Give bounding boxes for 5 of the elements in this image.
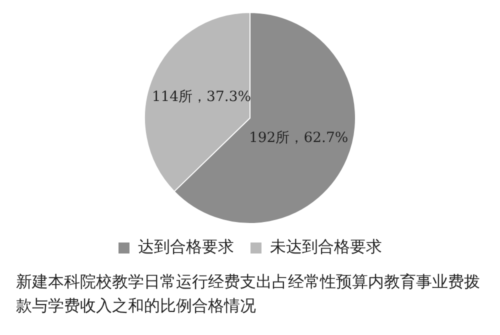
text: 新建本科院校教学日常运行经费支出占经常性预算内教育事业费拨款与学费收入之和的比例合格情况 xyxy=(15,271,481,317)
legend-label: 达到合格要求 xyxy=(138,237,234,256)
legend-label: 未达到合格要求 xyxy=(270,237,382,256)
data-label: 114所，37.3% xyxy=(152,89,252,106)
data-label: 192所，62.7% xyxy=(248,130,348,146)
